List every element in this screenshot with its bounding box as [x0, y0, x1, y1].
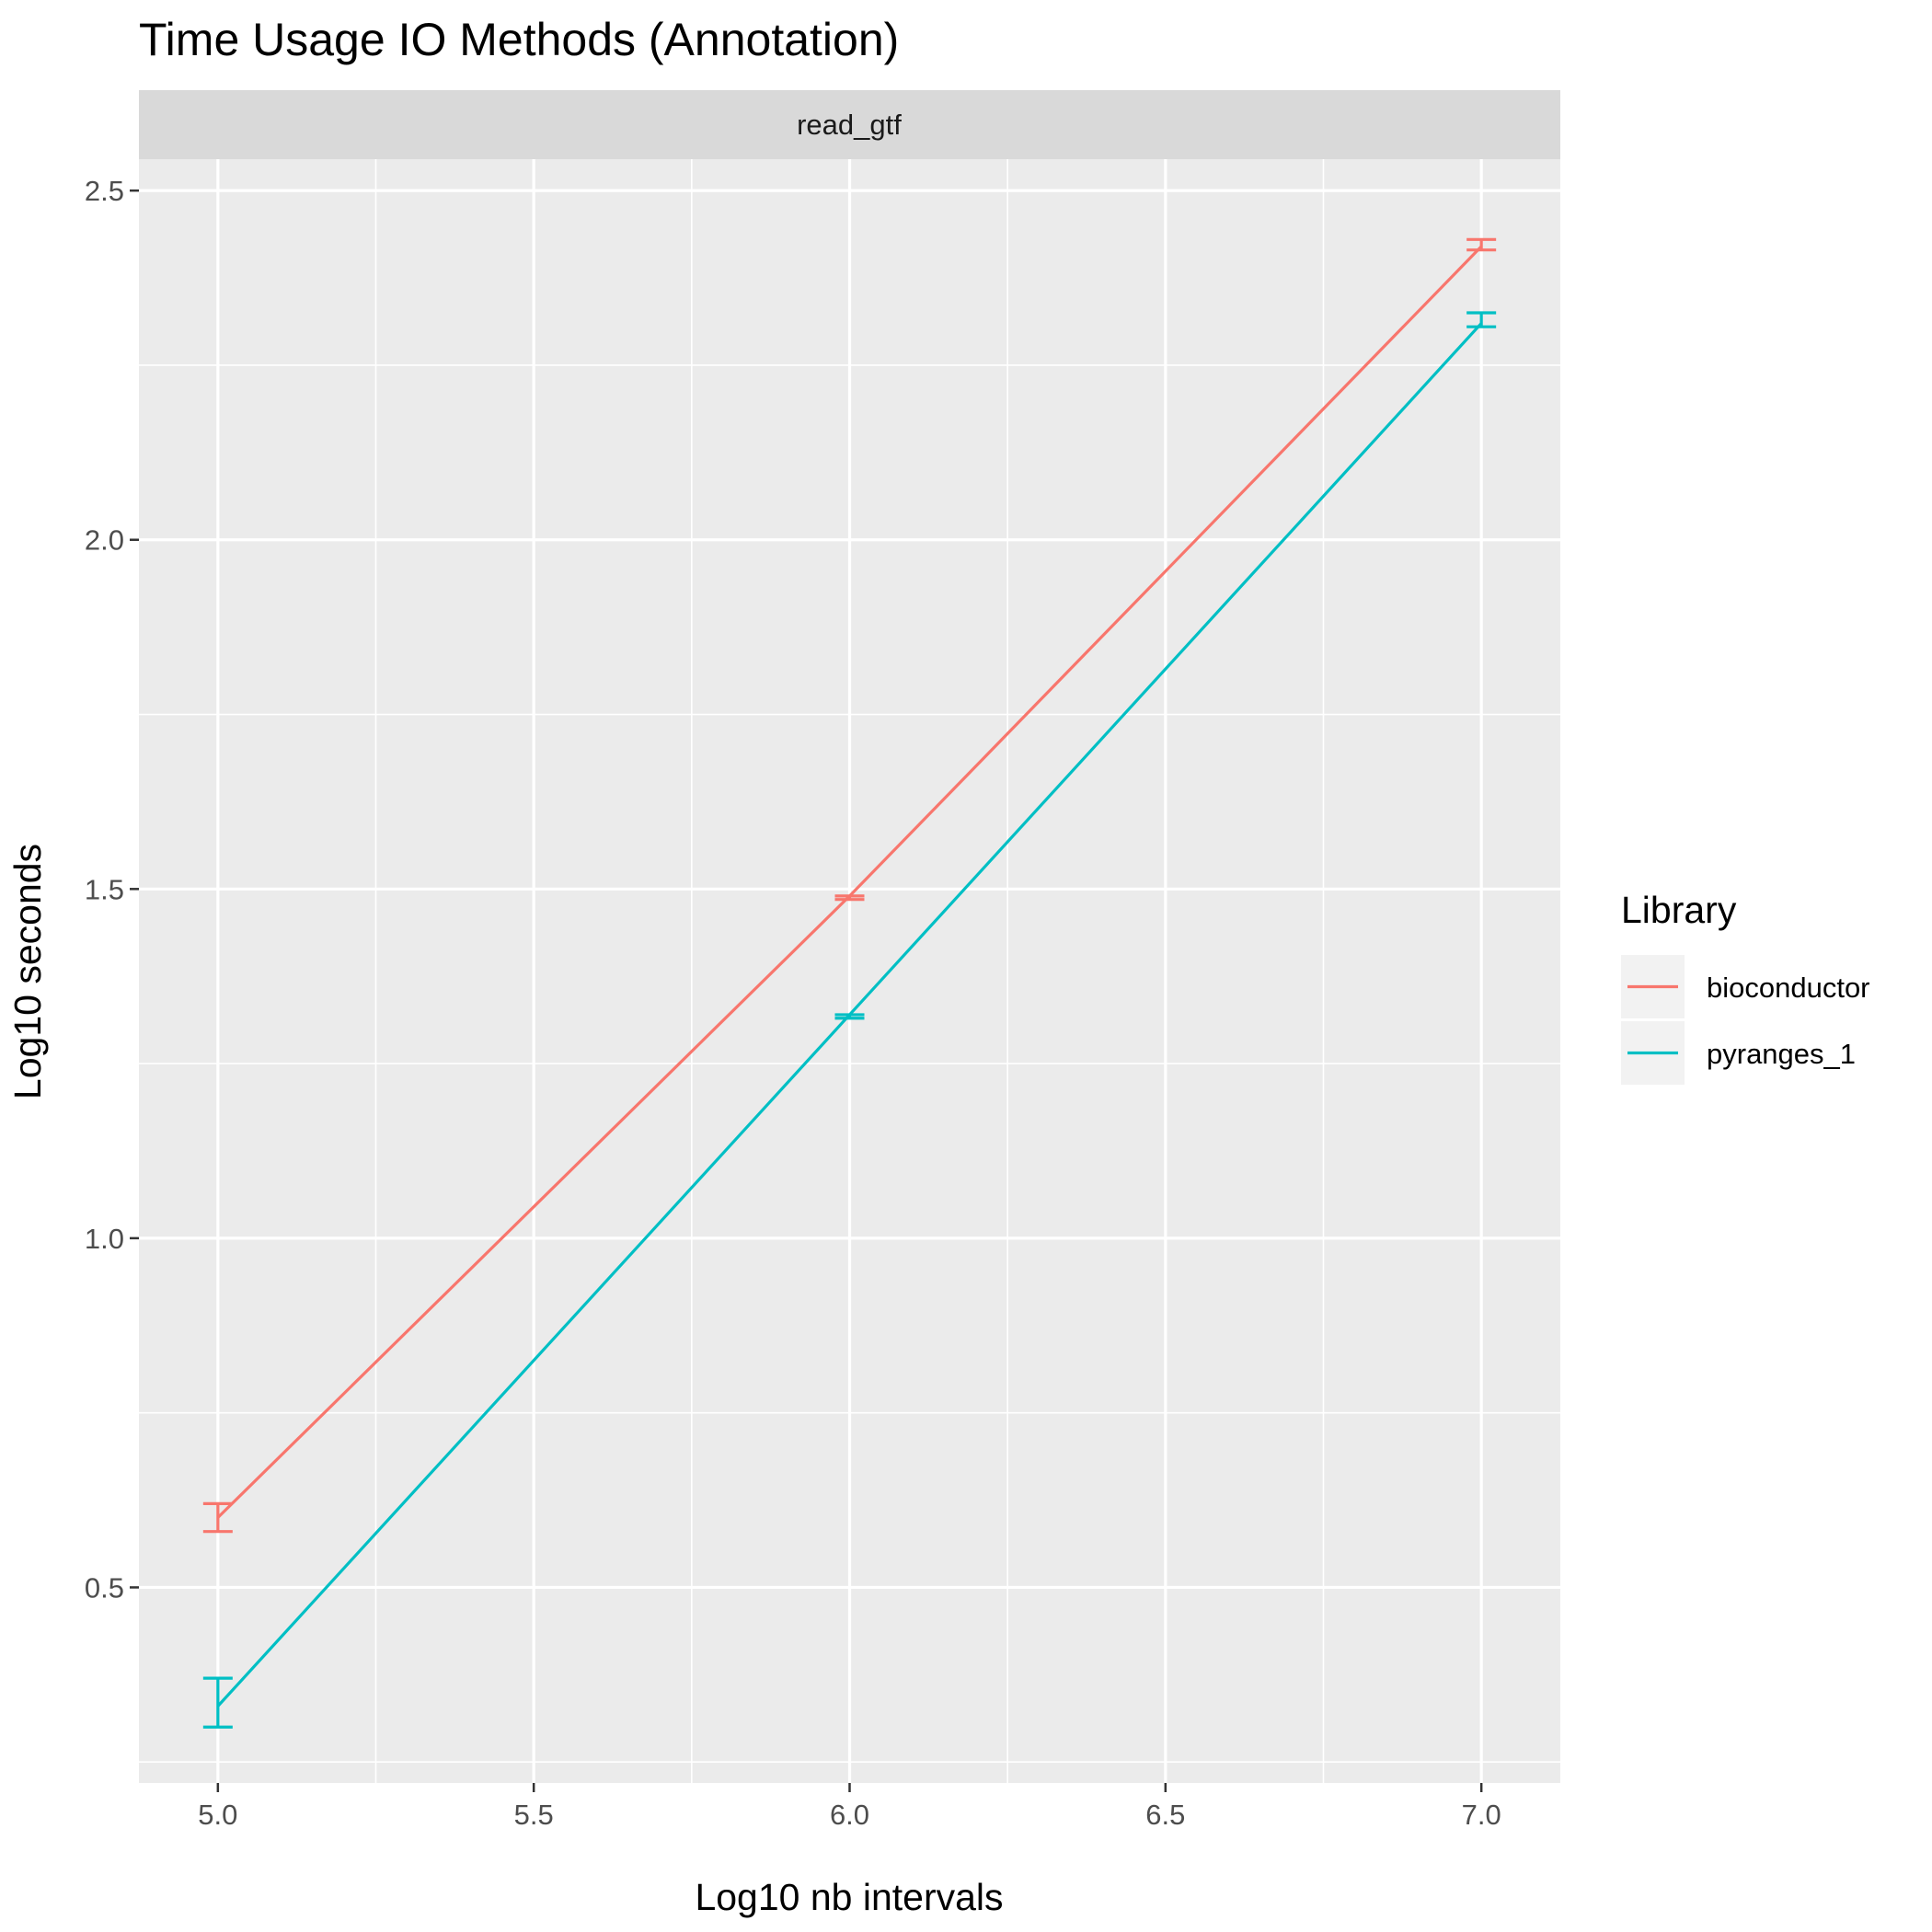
- chart-title: Time Usage IO Methods (Annotation): [139, 14, 899, 65]
- error-bar-pyranges_1: [1466, 311, 1497, 328]
- legend-label-pyranges_1: pyranges_1: [1707, 1038, 1856, 1070]
- y-axis: 0.5 1.0 1.5 2.0 2.5: [85, 175, 139, 1604]
- error-bar-bioconductor: [834, 894, 865, 902]
- x-tick-label: 6.0: [830, 1799, 869, 1831]
- error-bar-bioconductor: [1466, 237, 1497, 252]
- error-bar-bioconductor: [202, 1501, 233, 1534]
- legend-title: Library: [1621, 889, 1737, 931]
- y-axis-title: Log10 seconds: [6, 844, 49, 1099]
- error-bar-pyranges_1: [202, 1676, 233, 1729]
- y-tick-label: 1.0: [85, 1223, 124, 1255]
- legend-label-bioconductor: bioconductor: [1707, 972, 1870, 1004]
- x-tick-label: 5.0: [198, 1799, 237, 1831]
- series-layer: [202, 237, 1497, 1729]
- x-tick-label: 6.5: [1145, 1799, 1185, 1831]
- y-tick-label: 2.5: [85, 175, 124, 207]
- facet-strip: [139, 90, 1560, 159]
- x-tick-label: 5.5: [514, 1799, 554, 1831]
- y-tick-label: 0.5: [85, 1571, 124, 1604]
- legend: Library bioconductor pyranges_1: [1621, 889, 1870, 1085]
- legend-items: bioconductor pyranges_1: [1621, 955, 1870, 1085]
- y-tick-label: 1.5: [85, 873, 124, 905]
- x-tick-label: 7.0: [1462, 1799, 1501, 1831]
- grid-major: [139, 159, 1560, 1783]
- x-axis: 5.0 5.5 6.0 6.5 7.0: [198, 1783, 1501, 1831]
- x-axis-title: Log10 nb intervals: [695, 1876, 1003, 1918]
- error-bar-pyranges_1: [834, 1013, 865, 1020]
- facet-label: read_gtf: [797, 109, 902, 141]
- y-tick-label: 2.0: [85, 524, 124, 557]
